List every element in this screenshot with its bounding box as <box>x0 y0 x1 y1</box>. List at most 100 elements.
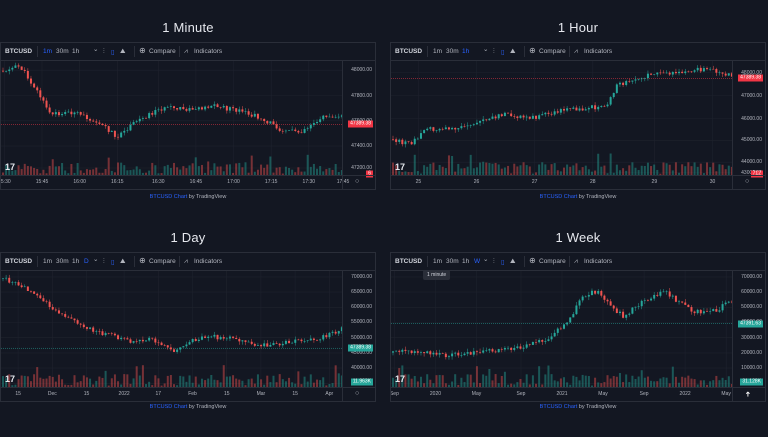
chart-plot-area[interactable]: 70000.00 65000.00 60000.00 55000.00 50000.00… <box>1 271 375 388</box>
candle-body <box>702 68 705 72</box>
area-icon[interactable]: ⛰ <box>510 258 516 265</box>
settings-circle-icon[interactable]: ○ <box>745 178 750 185</box>
bar-style-icon[interactable]: ⫶ <box>103 258 105 265</box>
tradingview-logo[interactable]: 17 <box>395 162 406 172</box>
candle-body <box>447 127 450 130</box>
timeframe-button-tf3[interactable]: 1h <box>462 258 470 265</box>
compare-plus-icon[interactable]: ⊕ <box>529 256 536 265</box>
timeframe-button-tf3[interactable]: 1h <box>72 48 80 55</box>
candle-body <box>612 305 615 309</box>
time-axis[interactable]: 15:30 15:45 16:00 16:15 16:30 16:45 17:00 17:15… <box>1 175 349 189</box>
chart-credit-link[interactable]: BTCUSD Chart <box>539 194 578 200</box>
time-axis[interactable]: Sep 2020 May Sep 2021 May Sep 2022 May <box>391 387 733 401</box>
timeframe-button-tf4[interactable]: W <box>474 258 481 265</box>
candlestick-chart[interactable] <box>1 271 343 388</box>
indicators-button[interactable]: Indicators <box>584 48 613 55</box>
candle-body <box>129 124 132 131</box>
timeframe-button-tf1[interactable]: 1m <box>433 258 443 265</box>
volume-bar <box>531 173 534 176</box>
area-icon[interactable]: ⛰ <box>120 48 126 55</box>
volume-bar <box>325 169 328 176</box>
candle-body <box>559 328 562 330</box>
settings-circle-icon[interactable]: ○ <box>355 390 360 397</box>
compare-plus-icon[interactable]: ⊕ <box>139 46 146 55</box>
time-axis[interactable]: 15 Dec 15 2022 17 Feb 15 Mar 15 Apr <box>1 387 343 401</box>
compare-button[interactable]: Compare <box>539 258 566 265</box>
volume-bar <box>57 166 60 176</box>
scroll-to-realtime-icon[interactable]: ➜ <box>744 391 752 397</box>
candles-icon[interactable]: ▯ <box>501 49 505 56</box>
bar-style-icon[interactable]: ⫶ <box>493 48 495 55</box>
price-axis[interactable]: 70000.00 65000.00 60000.00 55000.00 50000.00… <box>342 271 375 388</box>
settings-circle-icon[interactable]: ○ <box>355 178 360 185</box>
tradingview-logo[interactable]: 17 <box>5 374 16 384</box>
tradingview-logo[interactable]: 17 <box>395 374 406 384</box>
timeframe-button-tf1[interactable]: 1m <box>43 258 53 265</box>
candlestick-chart[interactable] <box>1 61 343 176</box>
chart-plot-area[interactable]: 48000.00 47000.00 46000.00 45000.00 44000.00… <box>391 61 765 178</box>
indicators-icon[interactable]: ⩘ <box>574 48 578 55</box>
symbol-button[interactable]: BTCUSD <box>395 48 423 55</box>
bar-style-icon[interactable]: ⫶ <box>103 48 105 55</box>
price-axis[interactable]: 48000.0047800.0047600.0047400.0047200.00… <box>342 61 375 178</box>
chart-credit-link[interactable]: BTCUSD Chart <box>149 404 188 410</box>
candles-icon[interactable]: ▯ <box>501 259 505 266</box>
price-axis[interactable]: 70000.0060000.0050000.0040000.0030000.00… <box>732 271 765 388</box>
timeframe-button-tf4[interactable]: D <box>84 258 89 265</box>
compare-plus-icon[interactable]: ⊕ <box>529 46 536 55</box>
indicators-icon[interactable]: ⩘ <box>184 258 188 265</box>
timeframe-button-tf2[interactable]: 30m <box>56 258 69 265</box>
timeframe-button-tf2[interactable]: 30m <box>446 258 459 265</box>
symbol-button[interactable]: BTCUSD <box>395 258 423 265</box>
candle-body <box>429 351 432 355</box>
indicators-button[interactable]: Indicators <box>194 258 223 265</box>
bar-style-icon[interactable]: ⫶ <box>493 258 495 265</box>
time-axis[interactable]: 25 26 27 28 29 30 <box>391 175 733 189</box>
compare-plus-icon[interactable]: ⊕ <box>139 256 146 265</box>
timeframe-button-tf1[interactable]: 1m <box>433 48 443 55</box>
compare-button[interactable]: Compare <box>149 258 176 265</box>
chart-credit-link[interactable]: BTCUSD Chart <box>539 404 578 410</box>
area-icon[interactable]: ⛰ <box>510 48 516 55</box>
chevron-down-icon[interactable]: ⌄ <box>483 256 489 263</box>
symbol-button[interactable]: BTCUSD <box>5 258 33 265</box>
volume-bar <box>173 162 175 176</box>
chart-plot-area[interactable]: 70000.0060000.0050000.0040000.0030000.00… <box>391 271 765 388</box>
candle-body <box>312 338 315 340</box>
candle-body <box>438 353 441 355</box>
candles-icon[interactable]: ▯ <box>111 259 115 266</box>
tradingview-logo[interactable]: 17 <box>5 162 16 172</box>
candles-icon[interactable]: ▯ <box>111 49 115 56</box>
candle-body <box>622 82 625 85</box>
timeframe-button-tf3[interactable]: 1h <box>462 48 470 55</box>
volume-bar <box>572 165 575 176</box>
timeframe-button-tf3[interactable]: 1h <box>72 258 80 265</box>
candlestick-chart[interactable] <box>391 271 733 388</box>
timeframe-button-tf1[interactable]: 1m <box>43 48 53 55</box>
price-axis[interactable]: 48000.00 47000.00 46000.00 45000.00 44000.00… <box>732 61 765 178</box>
indicators-icon[interactable]: ⩘ <box>184 48 188 55</box>
timeframe-button-tf2[interactable]: 30m <box>446 48 459 55</box>
indicators-button[interactable]: Indicators <box>194 48 223 55</box>
chevron-down-icon[interactable]: ⌄ <box>93 46 99 53</box>
volume-bar <box>441 375 444 388</box>
chevron-down-icon[interactable]: ⌄ <box>483 46 489 53</box>
candle-body <box>696 309 699 314</box>
symbol-button[interactable]: BTCUSD <box>5 48 33 55</box>
chart-credit-link[interactable]: BTCUSD Chart <box>149 194 188 200</box>
volume-bar <box>163 166 166 176</box>
volume-bar <box>141 172 144 176</box>
volume-bar <box>331 169 334 176</box>
price-tick-label: 40000.00 <box>351 365 372 372</box>
compare-button[interactable]: Compare <box>149 48 176 55</box>
indicators-icon[interactable]: ⩘ <box>574 258 578 265</box>
candlestick-chart[interactable] <box>391 61 733 176</box>
indicators-button[interactable]: Indicators <box>584 258 613 265</box>
chart-title: 1 Hour <box>557 20 599 35</box>
chevron-down-icon[interactable]: ⌄ <box>93 256 99 263</box>
volume-bar <box>247 379 250 388</box>
area-icon[interactable]: ⛰ <box>120 258 126 265</box>
timeframe-button-tf2[interactable]: 30m <box>56 48 69 55</box>
compare-button[interactable]: Compare <box>539 48 566 55</box>
chart-plot-area[interactable]: 48000.0047800.0047600.0047400.0047200.00… <box>1 61 375 178</box>
